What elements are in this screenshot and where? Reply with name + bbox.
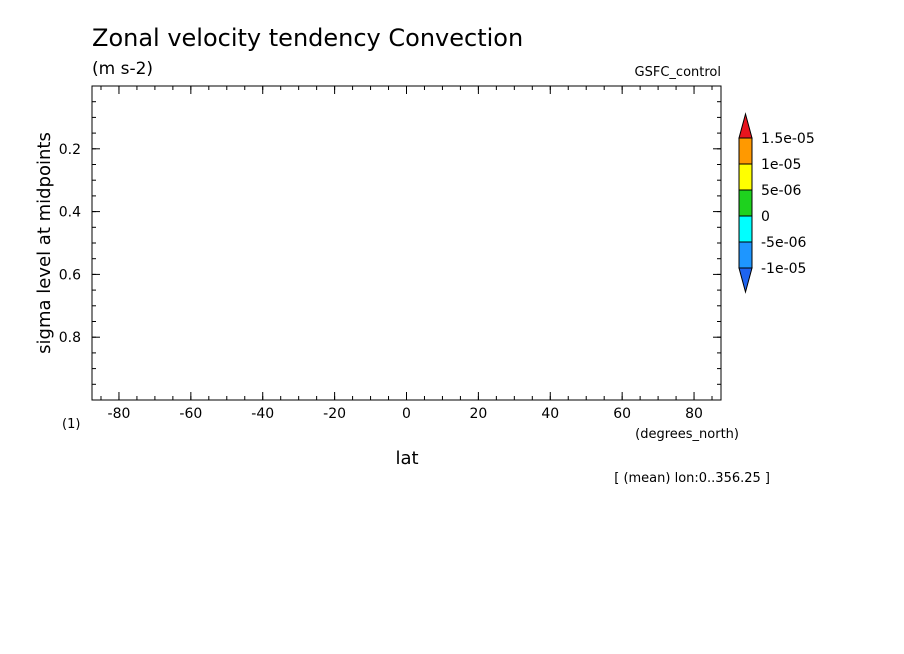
colorbar-label: 1e-05 bbox=[761, 157, 801, 173]
y-tick-label: 0.6 bbox=[59, 267, 81, 283]
colorbar-bottom-triangle bbox=[738, 267, 753, 294]
y-tick-label: 0.8 bbox=[59, 330, 81, 346]
x-tick-label: -20 bbox=[323, 406, 346, 422]
x-axis-label: lat bbox=[395, 448, 418, 469]
x-tick-label: -40 bbox=[251, 406, 274, 422]
colorbar-band bbox=[738, 163, 753, 191]
colorbar-band bbox=[738, 189, 753, 217]
x-tick-label: 80 bbox=[685, 406, 703, 422]
x-axis-units: (degrees_north) bbox=[635, 427, 739, 442]
x-tick-label: 0 bbox=[402, 406, 411, 422]
axis-ticks bbox=[92, 86, 721, 400]
run-label: GSFC_control bbox=[635, 65, 721, 80]
x-tick-label: 40 bbox=[541, 406, 559, 422]
colorbar bbox=[738, 112, 753, 294]
x-tick-label: -80 bbox=[108, 406, 131, 422]
chart-units: (m s-2) bbox=[92, 59, 153, 79]
colorbar-label: -5e-06 bbox=[761, 235, 807, 251]
x-tick-labels: -80 -60 -40 -20 0 20 40 60 80 bbox=[108, 406, 703, 422]
colorbar-label: 1.5e-05 bbox=[761, 131, 815, 147]
y-tick-label: 0.4 bbox=[59, 205, 81, 221]
colorbar-label: 0 bbox=[761, 209, 770, 225]
colorbar-band bbox=[738, 137, 753, 165]
x-tick-label: -60 bbox=[179, 406, 202, 422]
y-tick-label: 0.2 bbox=[59, 142, 81, 158]
colorbar-labels: 1.5e-05 1e-05 5e-06 0 -5e-06 -1e-05 bbox=[761, 131, 815, 277]
colorbar-label: 5e-06 bbox=[761, 183, 801, 199]
colorbar-band bbox=[738, 215, 753, 243]
subset-note: [ (mean) lon:0..356.25 ] bbox=[614, 471, 770, 486]
x-tick-label: 20 bbox=[469, 406, 487, 422]
chart-title: Zonal velocity tendency Convection bbox=[92, 24, 523, 52]
y-axis-label: sigma level at midpoints bbox=[34, 132, 55, 354]
y-tick-labels: 0.2 0.4 0.6 0.8 bbox=[59, 142, 81, 346]
x-tick-label: 60 bbox=[613, 406, 631, 422]
panel-label: (1) bbox=[62, 417, 80, 432]
colorbar-label: -1e-05 bbox=[761, 261, 806, 277]
colorbar-band bbox=[738, 241, 753, 269]
